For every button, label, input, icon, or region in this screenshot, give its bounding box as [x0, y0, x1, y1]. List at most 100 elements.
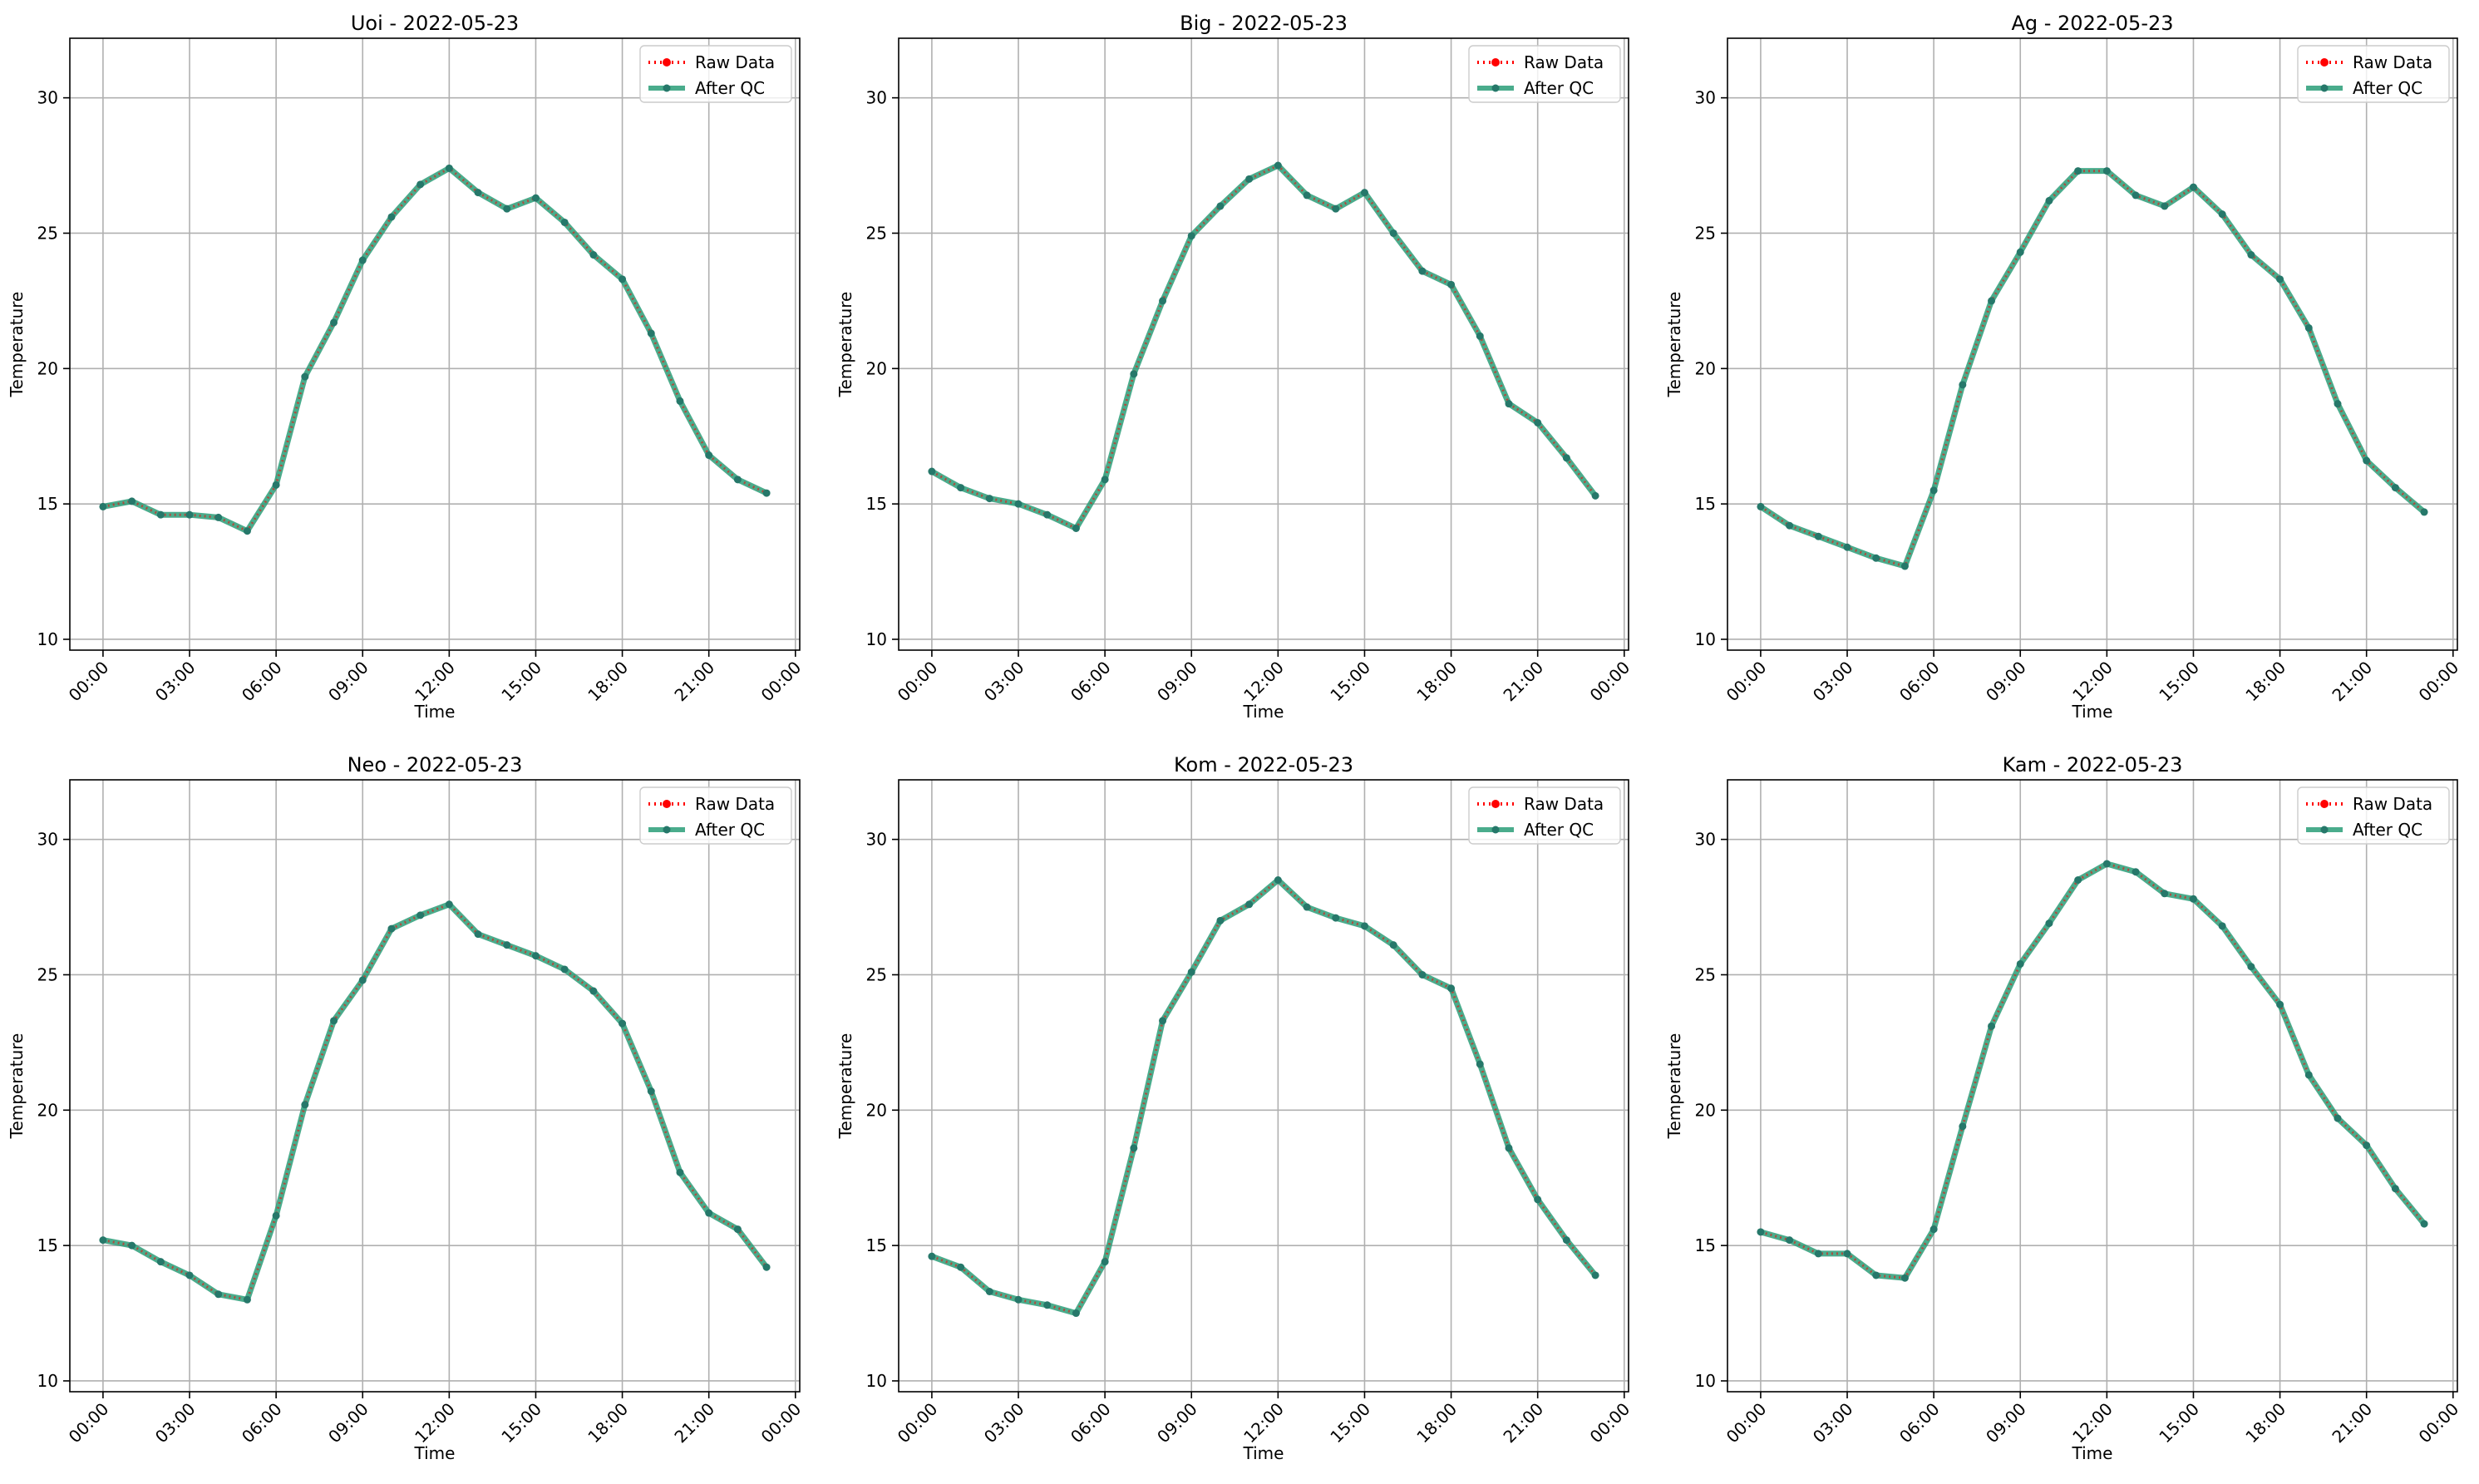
- after-qc-point: [985, 1288, 993, 1296]
- after-qc-point: [1929, 486, 1938, 495]
- x-tick-label: 18:00: [2241, 658, 2289, 706]
- after-qc-point: [330, 318, 338, 327]
- subplot-5: 10 15 20 25 30 00:00 03:00 06:00 09:00 12:00 15:00…: [835, 753, 1634, 1463]
- after-qc-point: [2161, 202, 2169, 210]
- after-qc-point: [2132, 191, 2140, 200]
- legend-raw-data-label: Raw Data: [1524, 52, 1604, 72]
- after-qc-point: [2363, 456, 2371, 465]
- after-qc-point: [1389, 229, 1397, 237]
- legend-after-qc-label: After QC: [695, 78, 765, 98]
- after-qc-point: [1389, 941, 1397, 949]
- chart-title: Uoi - 2022-05-23: [351, 12, 519, 35]
- subplot-1: 10 15 20 25 30 00:00 03:00 06:00 09:00 12:00 15:00…: [7, 12, 805, 722]
- y-tick-label: 10: [1695, 629, 1716, 649]
- x-tick-label: 21:00: [670, 658, 718, 706]
- after-qc-point: [2045, 919, 2053, 928]
- after-qc-point: [128, 1241, 136, 1250]
- after-qc-point: [1843, 543, 1851, 551]
- after-qc-point: [358, 256, 367, 264]
- after-qc-point: [1101, 476, 1109, 484]
- after-qc-point: [1274, 875, 1282, 884]
- x-tick-label: 12:00: [1240, 658, 1288, 706]
- after-qc-point: [503, 205, 511, 213]
- after-qc-point: [1872, 554, 1880, 562]
- x-tick-label: 09:00: [1153, 658, 1201, 706]
- x-tick-label: 12:00: [411, 658, 459, 706]
- after-qc-point: [2102, 167, 2111, 175]
- x-tick-label: 21:00: [1499, 1399, 1547, 1447]
- after-qc-point: [705, 451, 713, 460]
- after-qc-point: [243, 1295, 251, 1304]
- after-qc-point: [503, 941, 511, 949]
- y-axis-label: Temperature: [7, 1033, 27, 1140]
- x-tick-label: 06:00: [1067, 658, 1115, 706]
- after-qc-point: [156, 510, 165, 519]
- after-qc-point: [1447, 280, 1456, 288]
- after-qc-point: [1159, 1017, 1167, 1025]
- x-tick-label: 00:00: [1722, 1399, 1771, 1447]
- after-qc-point: [185, 1271, 194, 1279]
- after-qc-point: [1757, 1228, 1765, 1236]
- x-tick-label: 12:00: [411, 1399, 459, 1447]
- after-qc-point: [1187, 968, 1195, 976]
- x-tick-label: 00:00: [1586, 1399, 1634, 1447]
- after-qc-point: [474, 930, 482, 939]
- after-qc-point: [243, 527, 251, 535]
- chart-title: Kom - 2022-05-23: [1174, 753, 1353, 777]
- axes-frame: [69, 779, 801, 1393]
- legend-raw-data-label: Raw Data: [695, 52, 775, 72]
- y-tick-label: 10: [1695, 1371, 1716, 1391]
- x-tick-label: 00:00: [1586, 658, 1634, 706]
- x-tick-label: 00:00: [2415, 658, 2463, 706]
- after-qc-point: [1245, 900, 1254, 909]
- after-qc-point: [214, 1290, 223, 1299]
- x-tick-label: 12:00: [2068, 1399, 2117, 1447]
- after-qc-point: [214, 513, 223, 521]
- x-tick-label: 15:00: [497, 1399, 545, 1447]
- y-tick-label: 10: [37, 1371, 58, 1391]
- after-qc-point: [762, 489, 771, 497]
- subplot-6: 10 15 20 25 30 00:00 03:00 06:00 09:00 12:00 15:00…: [1664, 753, 2462, 1463]
- after-qc-point: [1360, 922, 1368, 930]
- y-tick-label: 30: [37, 88, 58, 108]
- series-raw-data-line: [931, 878, 1597, 1315]
- y-tick-label: 20: [1695, 1100, 1716, 1120]
- x-tick-label: 00:00: [894, 1399, 942, 1447]
- after-qc-point: [1534, 418, 1542, 426]
- after-qc-point: [99, 502, 107, 510]
- after-qc-point: [2016, 248, 2024, 256]
- y-tick-label: 30: [1695, 830, 1716, 850]
- legend-raw-data-label: Raw Data: [695, 794, 775, 814]
- x-tick-label: 06:00: [238, 658, 286, 706]
- after-qc-point: [2363, 1141, 2371, 1150]
- after-qc-point: [1014, 500, 1023, 508]
- x-tick-label: 12:00: [1240, 1399, 1288, 1447]
- legend: Raw Data After QC: [2297, 45, 2450, 103]
- series-after-qc-line: [1757, 168, 2427, 569]
- after-qc-point: [387, 213, 396, 221]
- subplot-2: 10 15 20 25 30 00:00 03:00 06:00 09:00 12:00 15:00…: [835, 12, 1634, 722]
- x-tick-label: 00:00: [2415, 1399, 2463, 1447]
- after-qc-point: [301, 1101, 309, 1109]
- x-tick-label: 00:00: [757, 658, 806, 706]
- after-qc-point: [272, 1211, 280, 1220]
- legend-after-qc-marker: [663, 826, 671, 834]
- after-qc-point: [647, 329, 655, 338]
- after-qc-point: [2276, 1000, 2284, 1008]
- after-qc-point: [1303, 903, 1311, 911]
- after-qc-point: [1159, 297, 1167, 305]
- legend-after-qc-marker: [2320, 84, 2329, 92]
- legend-after-qc-label: After QC: [2353, 78, 2422, 98]
- after-qc-point: [156, 1258, 165, 1266]
- after-qc-point: [474, 189, 482, 197]
- axes-frame: [1727, 779, 2458, 1393]
- after-qc-point: [1814, 532, 1822, 540]
- y-tick-label: 30: [37, 830, 58, 850]
- after-qc-point: [2218, 210, 2226, 219]
- after-qc-point: [1130, 1144, 1138, 1152]
- legend-raw-data-label: Raw Data: [2353, 794, 2432, 814]
- after-qc-point: [1418, 970, 1427, 979]
- legend-after-qc-marker: [663, 84, 671, 92]
- after-qc-point: [1959, 381, 1967, 389]
- after-qc-point: [358, 976, 367, 984]
